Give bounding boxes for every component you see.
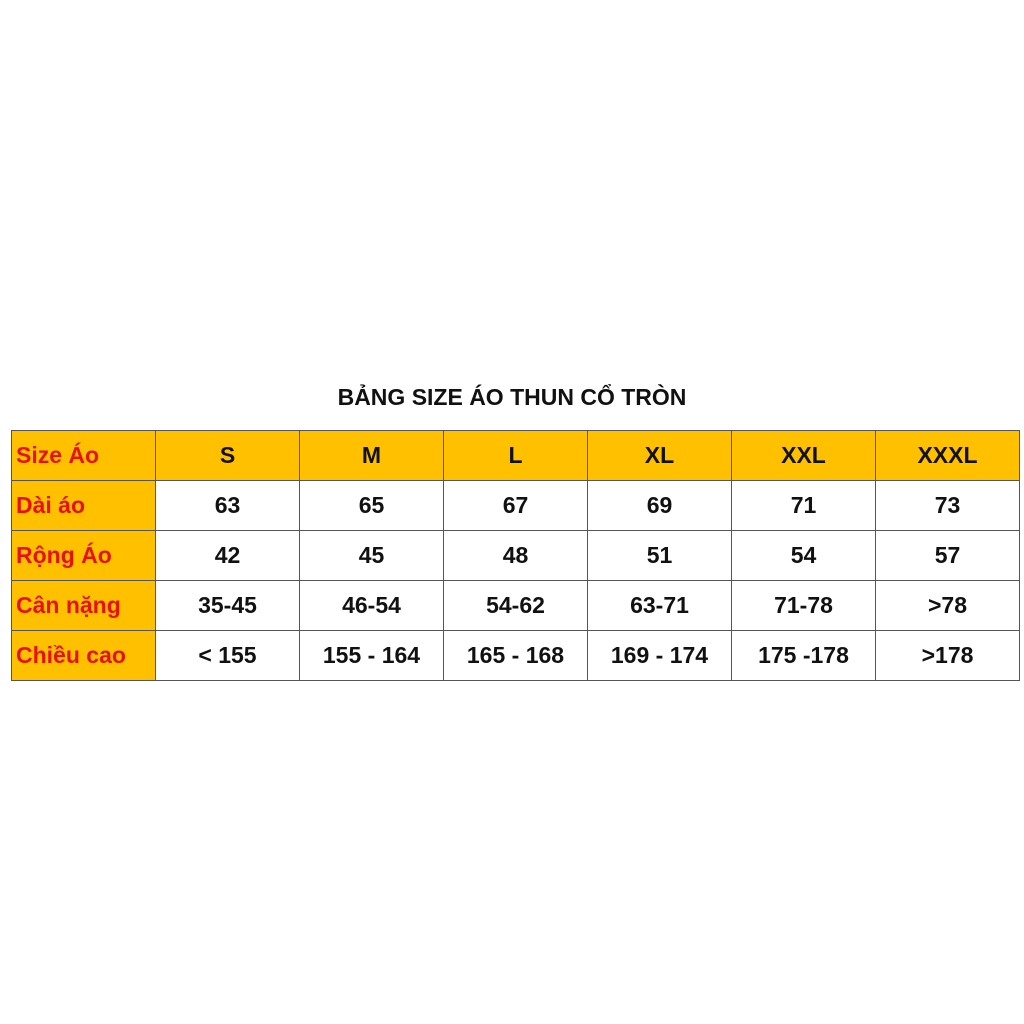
table-cell: 57 — [875, 530, 1020, 581]
table-cell: 71-78 — [731, 580, 876, 631]
page-title: BẢNG SIZE ÁO THUN CỔ TRÒN — [337, 384, 687, 410]
table-cell: XXL — [731, 430, 876, 481]
table-cell: 54-62 — [443, 580, 588, 631]
table-cell: L — [443, 430, 588, 481]
table-cell: 165 - 168 — [443, 630, 588, 681]
table-cell: 51 — [587, 530, 732, 581]
table-cell: 63 — [155, 480, 300, 531]
table-cell: 175 -178 — [731, 630, 876, 681]
table-cell: XXXL — [875, 430, 1020, 481]
table-cell: < 155 — [155, 630, 300, 681]
table-header-row: Size Áo S M L XL XXL XXXL — [11, 430, 1020, 481]
table-cell: 169 - 174 — [587, 630, 732, 681]
table-cell: 45 — [299, 530, 444, 581]
table-row: Dài áo 63 65 67 69 71 73 — [11, 480, 1020, 531]
table-cell: 46-54 — [299, 580, 444, 631]
table-cell: 54 — [731, 530, 876, 581]
table-row: Rộng Áo 42 45 48 51 54 57 — [11, 530, 1020, 581]
table-cell: S — [155, 430, 300, 481]
row-label: Rộng Áo — [11, 530, 156, 581]
row-label: Chiều cao — [11, 630, 156, 681]
table-cell: 67 — [443, 480, 588, 531]
table-cell: >78 — [875, 580, 1020, 631]
table-cell: 71 — [731, 480, 876, 531]
table-cell: M — [299, 430, 444, 481]
table-cell: XL — [587, 430, 732, 481]
table-row: Cân nặng 35-45 46-54 54-62 63-71 71-78 >78 — [11, 580, 1020, 631]
row-label: Cân nặng — [11, 580, 156, 631]
size-table: Size Áo S M L XL XXL XXXL Dài áo 63 65 67 69 71 73 Rộn… — [11, 430, 1020, 681]
table-cell: 35-45 — [155, 580, 300, 631]
table-cell: 42 — [155, 530, 300, 581]
row-label: Dài áo — [11, 480, 156, 531]
table-cell: 69 — [587, 480, 732, 531]
table-cell: 155 - 164 — [299, 630, 444, 681]
table-cell: 73 — [875, 480, 1020, 531]
table-cell: 48 — [443, 530, 588, 581]
table-row: Chiều cao < 155 155 - 164 165 - 168 169 - 17… — [11, 630, 1020, 681]
table-cell: 63-71 — [587, 580, 732, 631]
table-cell: 65 — [299, 480, 444, 531]
table-cell: >178 — [875, 630, 1020, 681]
row-label: Size Áo — [11, 430, 156, 481]
